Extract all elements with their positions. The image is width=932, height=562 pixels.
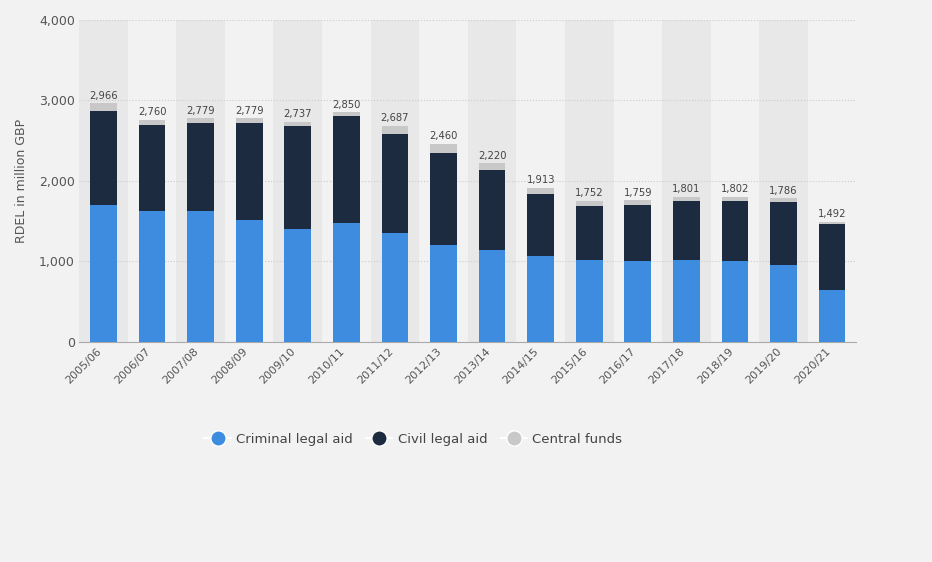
Text: 2,850: 2,850: [332, 100, 361, 110]
Bar: [273, 20, 322, 342]
Bar: [711, 20, 760, 342]
Bar: [479, 170, 505, 250]
Bar: [624, 261, 651, 342]
Text: 1,913: 1,913: [527, 175, 555, 185]
Bar: [90, 205, 116, 342]
Bar: [662, 20, 711, 342]
Bar: [225, 20, 273, 342]
Text: 2,779: 2,779: [186, 106, 215, 116]
Bar: [236, 123, 263, 220]
Text: 2,737: 2,737: [283, 109, 312, 119]
Bar: [516, 20, 565, 342]
Bar: [760, 20, 808, 342]
Bar: [819, 221, 845, 224]
Text: 2,460: 2,460: [430, 132, 458, 142]
Bar: [419, 20, 468, 342]
Bar: [528, 188, 554, 194]
Text: 2,760: 2,760: [138, 107, 166, 117]
Bar: [819, 290, 845, 342]
Bar: [236, 220, 263, 342]
Bar: [187, 123, 214, 211]
Bar: [371, 20, 419, 342]
Bar: [139, 211, 165, 342]
Text: 2,779: 2,779: [235, 106, 264, 116]
Bar: [721, 201, 748, 261]
Text: 2,966: 2,966: [89, 90, 117, 101]
Bar: [721, 197, 748, 201]
Bar: [381, 125, 408, 134]
Bar: [565, 20, 613, 342]
Bar: [479, 250, 505, 342]
Bar: [576, 206, 603, 260]
Bar: [284, 229, 311, 342]
Bar: [576, 260, 603, 342]
Bar: [770, 202, 797, 265]
Bar: [431, 153, 457, 245]
Bar: [333, 112, 360, 116]
Bar: [322, 20, 371, 342]
Bar: [673, 197, 700, 201]
Bar: [576, 201, 603, 206]
Bar: [333, 223, 360, 342]
Bar: [381, 233, 408, 342]
Bar: [128, 20, 176, 342]
Bar: [528, 256, 554, 342]
Bar: [187, 118, 214, 123]
Bar: [431, 245, 457, 342]
Bar: [673, 201, 700, 260]
Bar: [613, 20, 662, 342]
Bar: [139, 120, 165, 125]
Bar: [90, 103, 116, 111]
Bar: [284, 126, 311, 229]
Text: 1,759: 1,759: [624, 188, 652, 198]
Text: 1,752: 1,752: [575, 188, 604, 198]
Text: 1,802: 1,802: [720, 184, 749, 194]
Text: 1,492: 1,492: [818, 209, 846, 219]
Bar: [381, 134, 408, 233]
Bar: [528, 194, 554, 256]
Text: 2,220: 2,220: [478, 151, 506, 161]
Bar: [468, 20, 516, 342]
Text: 1,786: 1,786: [769, 185, 798, 196]
Bar: [431, 144, 457, 153]
Bar: [176, 20, 225, 342]
Bar: [139, 125, 165, 211]
Legend: Criminal legal aid, Civil legal aid, Central funds: Criminal legal aid, Civil legal aid, Cen…: [199, 427, 627, 451]
Bar: [721, 261, 748, 342]
Bar: [90, 111, 116, 205]
Bar: [284, 121, 311, 126]
Bar: [236, 118, 263, 123]
Bar: [333, 116, 360, 223]
Bar: [770, 265, 797, 342]
Bar: [624, 205, 651, 261]
Text: 2,687: 2,687: [380, 113, 409, 123]
Bar: [624, 200, 651, 205]
Bar: [79, 20, 128, 342]
Bar: [770, 198, 797, 202]
Bar: [479, 163, 505, 170]
Bar: [673, 260, 700, 342]
Text: 1,801: 1,801: [672, 184, 701, 194]
Bar: [819, 224, 845, 290]
Bar: [808, 20, 857, 342]
Y-axis label: RDEL in million GBP: RDEL in million GBP: [15, 119, 28, 243]
Bar: [187, 211, 214, 342]
